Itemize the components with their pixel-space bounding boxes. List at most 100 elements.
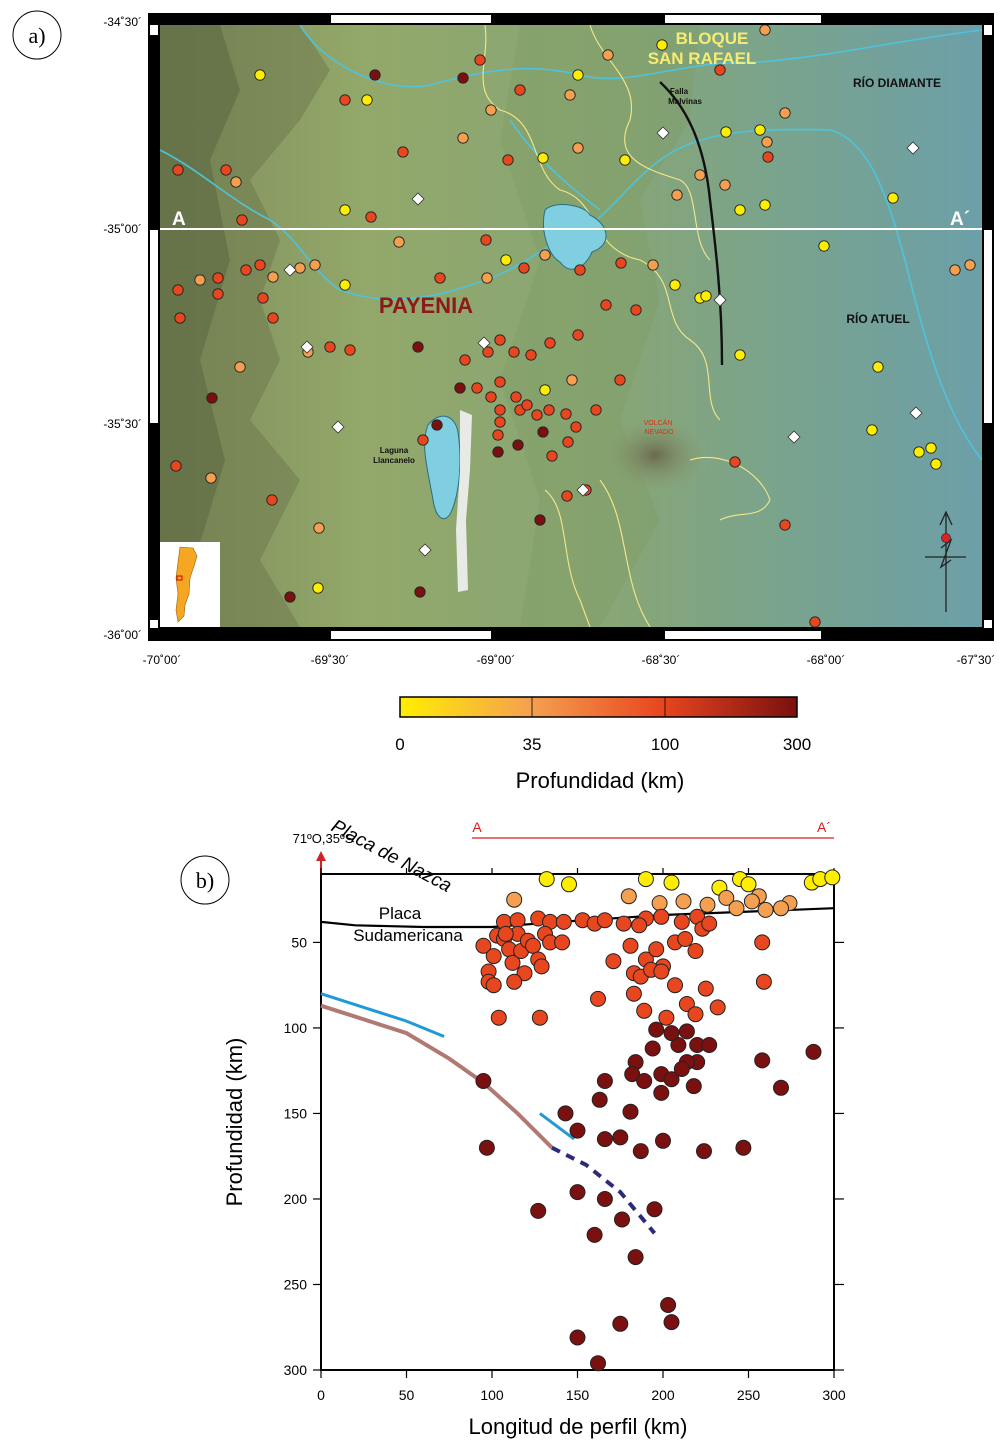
earthquake-point <box>486 978 501 993</box>
map-earthquake-point <box>213 273 223 283</box>
map-earthquake-point <box>511 392 521 402</box>
earthquake-point <box>659 1010 674 1025</box>
earthquake-point <box>664 875 679 890</box>
earthquake-point <box>688 1007 703 1022</box>
map-earthquake-point <box>591 405 601 415</box>
x-axis-title: Longitud de perfil (km) <box>469 1414 688 1439</box>
label-bloque-2: SAN RAFAEL <box>648 49 757 68</box>
y-axis-title: Profundidad (km) <box>222 1038 247 1207</box>
map-earthquake-point <box>221 165 231 175</box>
map-earthquake-point <box>672 190 682 200</box>
map-earthquake-point <box>413 342 423 352</box>
earthquake-point <box>591 991 606 1006</box>
earthquake-point <box>597 1074 612 1089</box>
map-earthquake-point <box>235 362 245 372</box>
map-earthquake-point <box>366 212 376 222</box>
map-earthquake-point <box>562 491 572 501</box>
map-earthquake-point <box>515 85 525 95</box>
map-earthquake-point <box>544 405 554 415</box>
map-earthquake-point <box>340 95 350 105</box>
map-earthquake-point <box>563 437 573 447</box>
profile-a-label: A <box>472 819 482 835</box>
earthquake-point <box>623 1104 638 1119</box>
map-earthquake-point <box>432 420 442 430</box>
map-earthquake-point <box>206 473 216 483</box>
lat-label: -34˚30´ <box>103 15 142 29</box>
lat-label: -35˚30´ <box>103 417 142 431</box>
label-volcan-1: VOLCÁN <box>644 418 673 427</box>
depth-section-plot: 0 50 100 150 200 250 30050100150200250300 <box>284 868 846 1403</box>
earthquake-point <box>556 914 571 929</box>
map-earthquake-point <box>573 330 583 340</box>
lon-label: -69˚00´ <box>477 653 516 667</box>
map-earthquake-point <box>701 291 711 301</box>
map-earthquake-point <box>631 305 641 315</box>
map-earthquake-point <box>810 617 820 627</box>
earthquake-point <box>491 1010 506 1025</box>
earthquake-point <box>570 1330 585 1345</box>
earthquake-point <box>674 914 689 929</box>
y-tick-label: 200 <box>284 1191 308 1207</box>
map-earthquake-point <box>545 338 555 348</box>
earthquake-point <box>615 1212 630 1227</box>
earthquake-point <box>621 889 636 904</box>
earthquake-point <box>774 1080 789 1095</box>
map-earthquake-point <box>873 362 883 372</box>
map-earthquake-point <box>867 425 877 435</box>
map-earthquake-point <box>603 50 613 60</box>
earthquake-point <box>668 978 683 993</box>
earthquake-point <box>688 944 703 959</box>
map-earthquake-point <box>561 409 571 419</box>
map-earthquake-point <box>285 592 295 602</box>
earthquake-point <box>654 909 669 924</box>
earthquake-point <box>498 926 513 941</box>
earthquake-point <box>698 981 713 996</box>
map-earthquake-point <box>670 280 680 290</box>
earthquake-point <box>539 872 554 887</box>
earthquake-point <box>664 1026 679 1041</box>
label-rio-atuel: RÍO ATUEL <box>846 311 909 326</box>
earthquake-point <box>623 938 638 953</box>
earthquake-point <box>597 1192 612 1207</box>
map-earthquake-point <box>495 405 505 415</box>
map-earthquake-point <box>482 273 492 283</box>
map-earthquake-point <box>472 383 482 393</box>
earthquake-point <box>674 1062 689 1077</box>
map-earthquake-point <box>532 410 542 420</box>
map-earthquake-point <box>398 147 408 157</box>
map-earthquake-point <box>573 70 583 80</box>
volcan-nevado-cone <box>600 415 710 495</box>
map-earthquake-point <box>493 430 503 440</box>
map-earthquake-point <box>538 153 548 163</box>
map-earthquake-point <box>571 422 581 432</box>
map-earthquake-point <box>601 300 611 310</box>
map-earthquake-point <box>267 495 277 505</box>
map-earthquake-point <box>481 235 491 245</box>
earthquake-point <box>562 877 577 892</box>
map-earthquake-point <box>501 255 511 265</box>
latitude-labels: -34˚30´ -35˚00´ -35˚30´ -36˚00´ <box>103 15 142 642</box>
map-earthquake-point <box>509 347 519 357</box>
earthquake-point <box>661 1298 676 1313</box>
earthquake-point <box>649 1022 664 1037</box>
earthquake-point <box>534 959 549 974</box>
earthquake-point <box>616 916 631 931</box>
map-earthquake-point <box>760 200 770 210</box>
map-earthquake-point <box>616 258 626 268</box>
map-earthquake-point <box>458 133 468 143</box>
colorbar-title: Profundidad (km) <box>516 768 685 793</box>
earthquake-point <box>654 964 669 979</box>
label-laguna-1: Laguna <box>380 446 409 455</box>
earthquake-point <box>649 942 664 957</box>
plate-south-label-1: Placa <box>379 904 422 923</box>
map-earthquake-point <box>325 342 335 352</box>
map-earthquake-point <box>173 165 183 175</box>
map-earthquake-point <box>460 355 470 365</box>
earthquake-point <box>676 894 691 909</box>
map-earthquake-point <box>755 125 765 135</box>
map-earthquake-point <box>241 265 251 275</box>
earthquake-point <box>654 1085 669 1100</box>
earthquake-point <box>710 1000 725 1015</box>
map-earthquake-point <box>950 265 960 275</box>
earthquake-point <box>531 1203 546 1218</box>
